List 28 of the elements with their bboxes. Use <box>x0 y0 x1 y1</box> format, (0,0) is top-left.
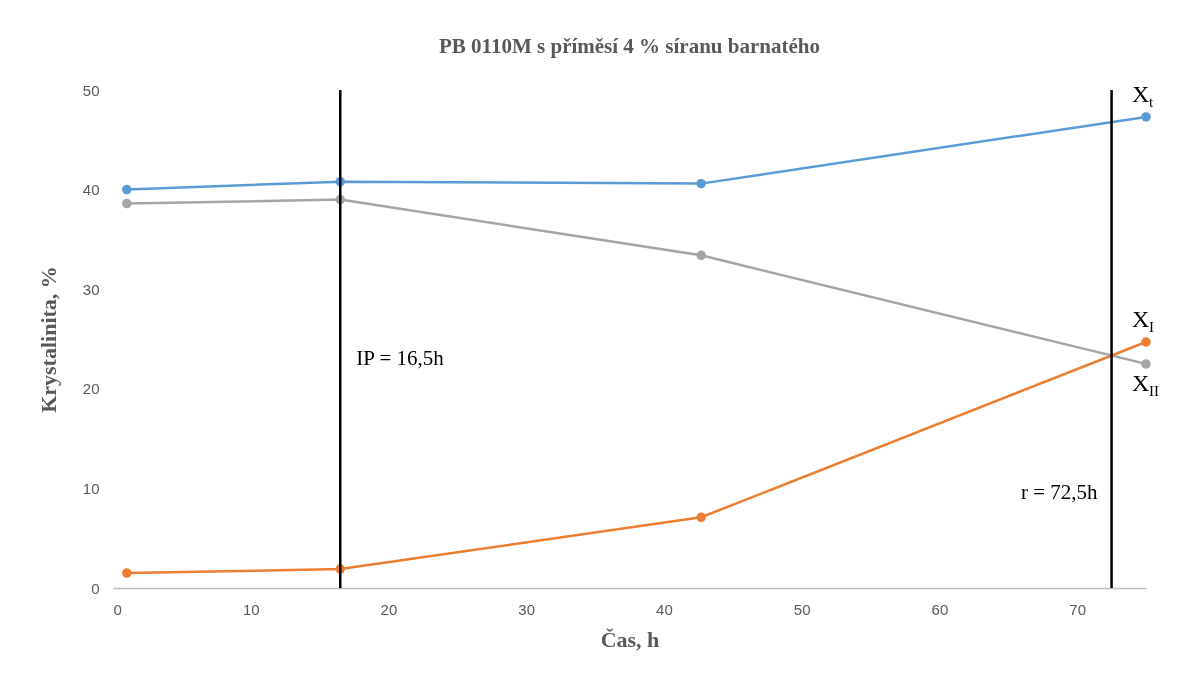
y-tick-label: 30 <box>82 280 100 298</box>
x-tick-label: 70 <box>1069 600 1086 618</box>
y-tick-label: 40 <box>82 181 100 199</box>
ref-line-label: r = 72,5h <box>1020 480 1099 505</box>
point <box>1141 359 1151 369</box>
point <box>696 512 706 523</box>
y-tick-label: 20 <box>82 380 100 398</box>
chart-title: PB 0110M s příměsí 4 % síranu barnatého <box>439 33 820 58</box>
y-tick-label: 10 <box>82 479 100 497</box>
point <box>122 198 132 209</box>
x-tick-label: 60 <box>931 600 949 618</box>
x-tick-label: 10 <box>242 600 260 618</box>
y-tick-label: 0 <box>91 579 100 597</box>
point <box>122 184 132 195</box>
ref-line-label: IP = 16,5h <box>356 345 445 370</box>
x-axis-title: Čas, h <box>600 626 660 652</box>
point <box>1141 112 1151 122</box>
x-tick-label: 0 <box>113 600 122 618</box>
y-axis-title: Krystalinita, % <box>35 266 61 413</box>
y-tick-label: 50 <box>82 81 100 99</box>
x-tick-label: 40 <box>656 600 673 618</box>
x-tick-label: 20 <box>380 600 398 618</box>
point <box>696 178 706 189</box>
point <box>1141 337 1151 347</box>
x-tick-label: 30 <box>518 600 536 618</box>
point <box>122 568 132 578</box>
point <box>696 250 706 261</box>
x-tick-label: 50 <box>793 600 811 618</box>
